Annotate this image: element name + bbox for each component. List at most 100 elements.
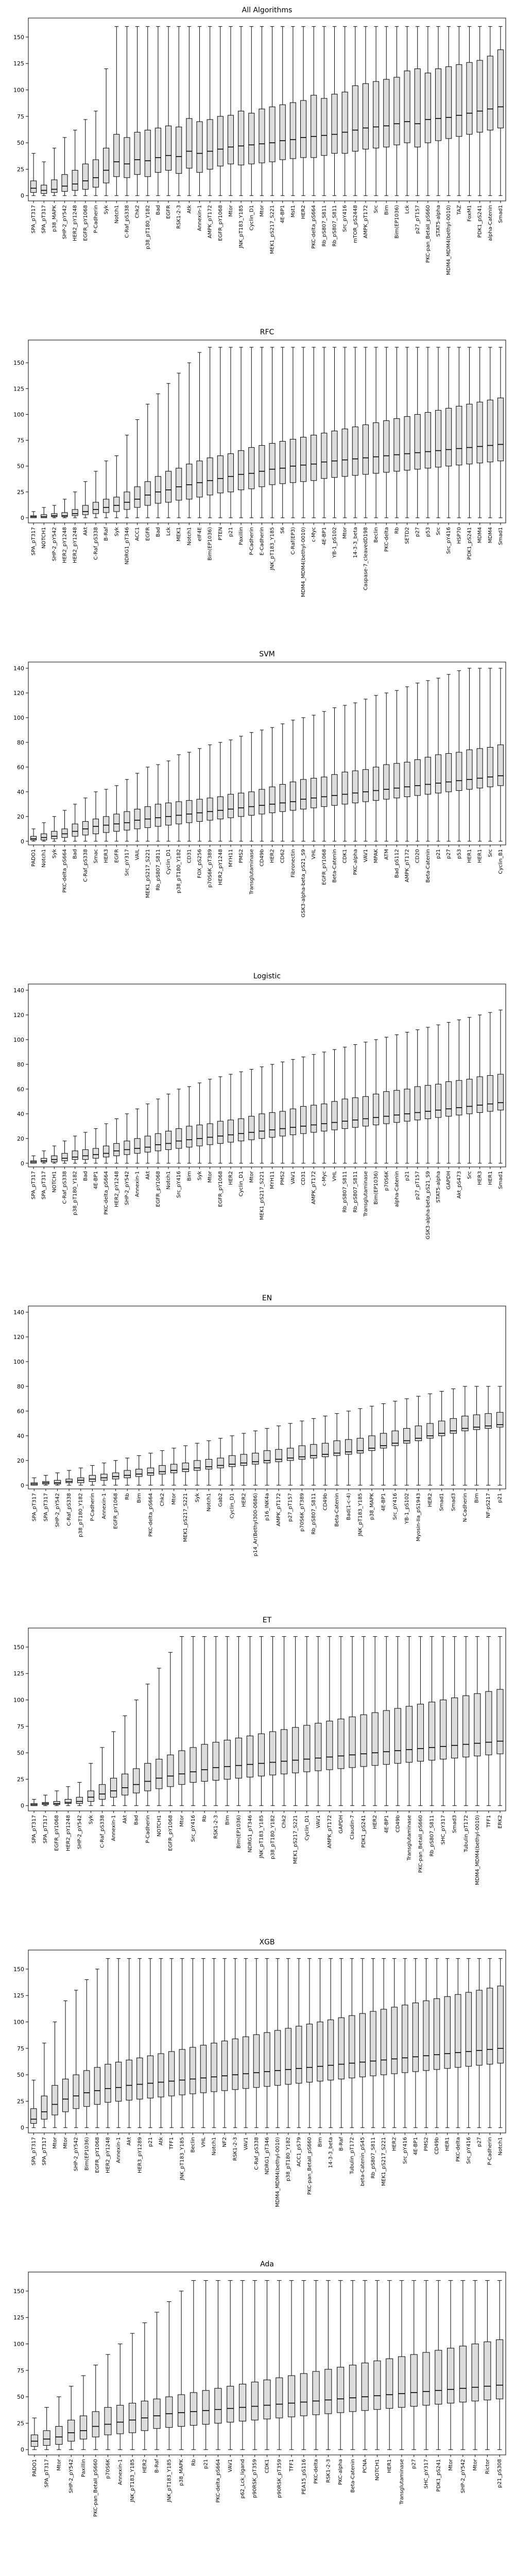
box-2 [43,2407,50,2450]
box-16 [190,1958,196,2128]
iqr-box [87,1790,94,1802]
iqr-box [168,2051,175,2096]
iqr-box [202,2390,210,2425]
iqr-box [159,1465,166,1475]
box-28 [311,715,317,842]
x-tick-label: p21 [228,527,234,537]
x-tick-label: PKC-delta [384,527,389,552]
x-tick-label: p70S6K [106,2459,111,2479]
iqr-box [485,1691,492,1755]
box-4 [64,1786,72,1806]
box-5 [72,804,78,842]
x-tick-label: EGFR_pY1068 [168,1815,174,1851]
x-tick-label: HER1 [387,2459,392,2473]
iqr-box [238,792,245,817]
x-tick-label: Smad1 [498,1171,504,1189]
x-tick-label: Bim [384,205,389,215]
iqr-box [269,106,276,162]
chart-panel-1: All Algorithms 0 25 50 75 100 125 150 SPA_pT317 S… [13,6,506,275]
x-tick-label: p21_pS308 [497,2459,503,2488]
box-38 [414,683,421,842]
iqr-box [435,410,442,468]
box-30 [368,1405,375,1486]
box-35 [391,1958,398,2128]
box-43 [476,1958,483,2128]
x-tick-label: p27 [415,527,421,537]
box-8 [110,1731,117,1806]
iqr-box [246,1735,253,1777]
y-tick-label: 25 [17,489,24,496]
iqr-box [380,2009,387,2075]
iqr-box [126,2059,132,2100]
iqr-box [179,2049,185,2095]
box-46 [497,668,504,842]
box-20 [263,2280,271,2450]
x-tick-label: SHP-2_pY542 [68,2459,74,2493]
x-tick-label: PKC-delta_pS664 [104,1171,109,1215]
x-tick-label: HER2_pY1248 [62,527,68,563]
iqr-box [466,1079,473,1114]
y-tick-label: 50 [17,2072,24,2078]
y-tick-label: 100 [13,411,24,418]
box-11 [134,419,141,518]
iqr-box [455,1994,461,2068]
box-38 [461,1386,469,1486]
box-27 [300,1057,307,1164]
iqr-box [207,798,213,821]
x-tick-label: HER3 [477,1171,483,1185]
iqr-box [445,1081,452,1117]
box-1 [30,828,37,842]
iqr-box [207,457,213,496]
iqr-box [288,2375,296,2417]
box-17 [217,1438,224,1486]
x-tick-label: Myosin-IIa_pS1943 [416,1493,421,1541]
box-11 [153,2312,161,2450]
iqr-box [484,2341,491,2400]
box-31 [341,26,348,196]
iqr-box [72,1150,78,1160]
x-tick-label: SHP-2_pY542 [460,2459,466,2493]
x-tick-label: Beclin [373,527,379,543]
x-tick-label: Chk2 [160,1493,165,1506]
iqr-box [147,1467,154,1476]
box-27 [300,717,307,842]
chart-title: RFC [260,328,274,336]
iqr-box [414,1086,421,1121]
x-tick-label: MDM4 [477,527,483,543]
box-37 [404,347,410,518]
box-16 [186,362,193,518]
x-tick-label: Chk2 [135,205,141,218]
box-27 [326,1636,333,1806]
x-tick-label: Paxillin [81,2459,87,2477]
box-12 [144,26,151,196]
x-tick-label: Fibronectin [290,849,296,877]
box-36 [393,347,400,518]
iqr-box [311,777,317,808]
iqr-box [321,776,328,807]
iqr-box [393,763,400,799]
chart-title: EN [262,1294,272,1302]
x-tick-label: VHL [201,2137,207,2147]
iqr-box [64,1799,72,1804]
x-tick-label: 14-3-3_beta [353,527,358,558]
box-40 [444,1958,451,2128]
iqr-box [116,2405,124,2434]
x-tick-label: p21 [203,2459,209,2469]
x-tick-label: EGFR [166,205,171,219]
iqr-box [424,1085,431,1119]
box-29 [373,2280,381,2450]
x-tick-label: Src [373,205,379,213]
iqr-box [292,1727,299,1773]
iqr-box [424,412,431,469]
iqr-box [487,747,493,787]
box-42 [456,670,462,842]
iqr-box [89,1475,96,1482]
box-32 [352,1044,358,1164]
x-tick-label: PKC-alpha [353,849,358,875]
iqr-box [133,1768,140,1793]
iqr-box [217,1458,224,1468]
x-tick-label: CD31 [186,849,192,863]
x-tick-label: MEK1 [176,527,182,541]
box-18 [211,1958,217,2128]
